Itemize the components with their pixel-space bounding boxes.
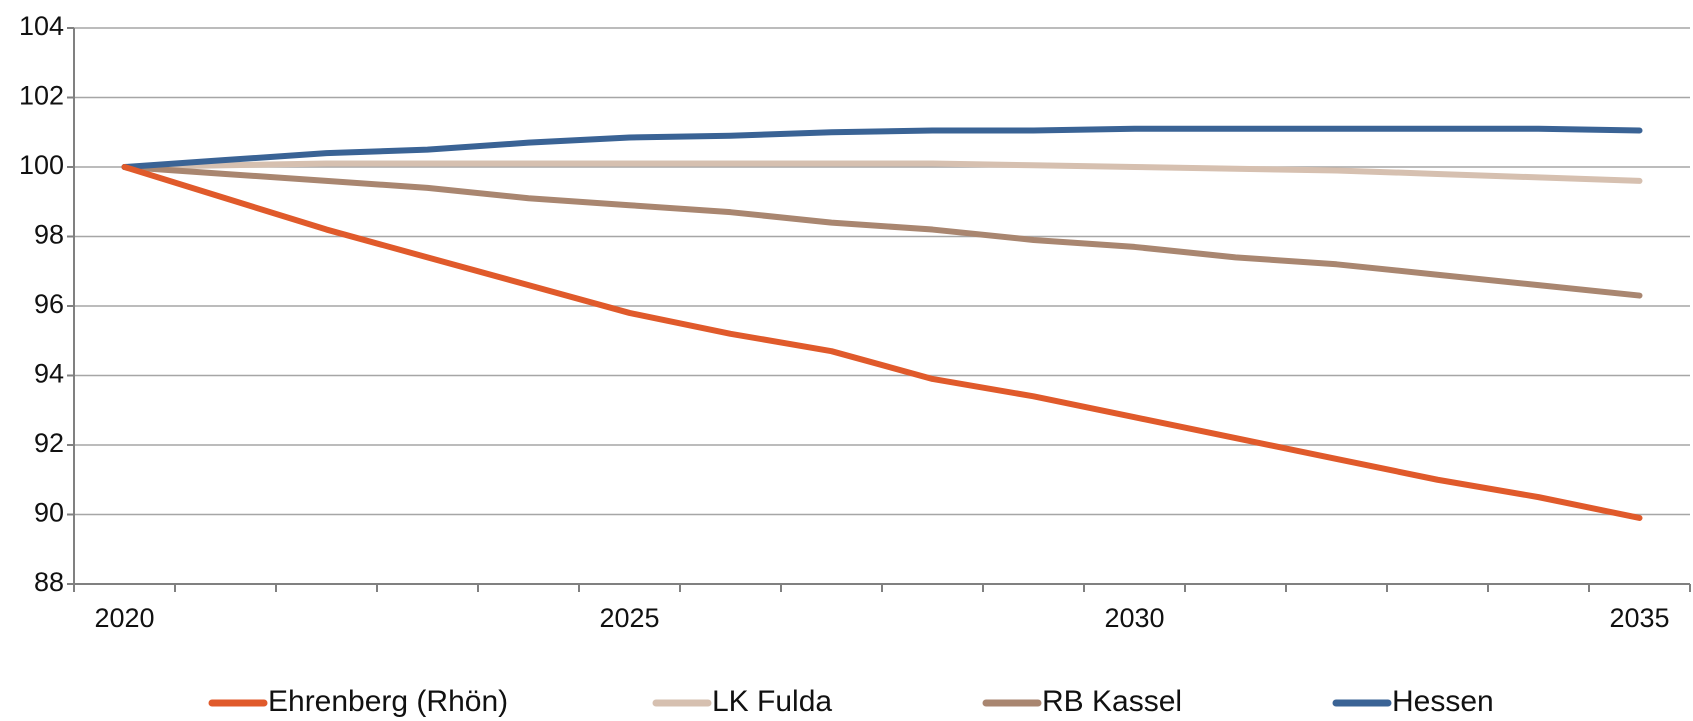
y-tick-label: 92 bbox=[34, 428, 64, 458]
legend-label: LK Fulda bbox=[712, 685, 832, 718]
legend-label: Ehrenberg (Rhön) bbox=[268, 685, 508, 718]
y-tick-label: 100 bbox=[19, 150, 64, 180]
y-tick-label: 88 bbox=[34, 567, 64, 597]
x-tick-label: 2020 bbox=[94, 603, 154, 633]
x-tick-label: 2025 bbox=[599, 603, 659, 633]
legend-label: RB Kassel bbox=[1042, 685, 1182, 718]
x-tick-label: 2035 bbox=[1609, 603, 1669, 633]
y-tick-label: 104 bbox=[19, 11, 64, 41]
line-series bbox=[121, 125, 1643, 170]
y-tick-label: 98 bbox=[34, 220, 64, 250]
y-tick-label: 96 bbox=[34, 289, 64, 319]
y-tick-label: 94 bbox=[34, 359, 64, 389]
y-tick-label: 90 bbox=[34, 498, 64, 528]
legend-label: Hessen bbox=[1392, 685, 1494, 718]
x-tick-label: 2030 bbox=[1104, 603, 1164, 633]
y-tick-label: 102 bbox=[19, 81, 64, 111]
line-series bbox=[121, 164, 1643, 299]
line-series bbox=[121, 164, 1643, 521]
line-series bbox=[121, 160, 1643, 184]
